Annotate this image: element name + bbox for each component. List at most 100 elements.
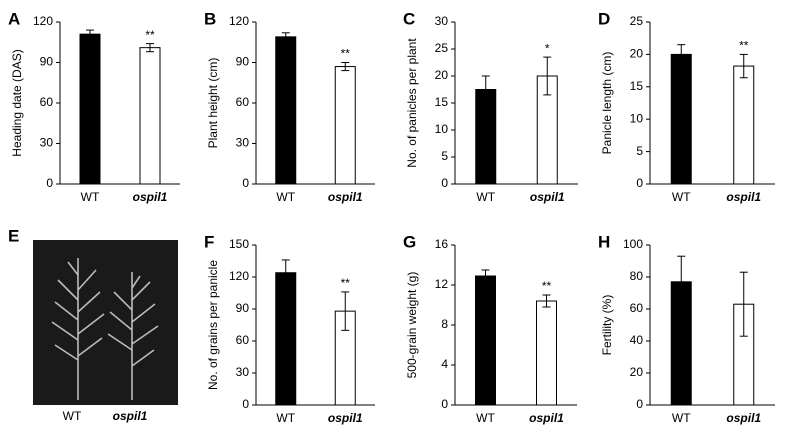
bar: [733, 65, 755, 185]
y-tick-label: 25: [630, 14, 644, 28]
y-tick-label: 60: [236, 333, 250, 347]
error-bar: [543, 56, 552, 96]
x-tick-label: WT: [672, 411, 691, 425]
y-tick-label: 0: [242, 176, 249, 190]
panel-label: B: [204, 9, 216, 28]
x-tick-label: ospil1: [133, 190, 168, 204]
error-bar: [86, 29, 94, 39]
photo-caption: WT: [63, 409, 82, 423]
bar: [79, 33, 101, 185]
y-tick-label: 90: [40, 55, 54, 69]
x-tick-label: WT: [476, 190, 495, 204]
error-bar: [481, 269, 490, 283]
x-tick-label: ospil1: [328, 190, 363, 204]
x-tick-label: ospil1: [726, 411, 761, 425]
y-tick-label: 15: [435, 95, 449, 109]
photo-background: [33, 240, 178, 405]
error-bar: [542, 294, 551, 308]
significance-label: **: [341, 276, 351, 290]
y-tick-label: 150: [229, 237, 249, 251]
y-tick-label: 0: [46, 176, 53, 190]
photo-caption: ospil1: [113, 409, 148, 423]
y-tick-label: 25: [435, 41, 449, 55]
error-bar: [481, 75, 490, 104]
x-tick-label: ospil1: [530, 190, 565, 204]
y-tick-label: 120: [229, 14, 249, 28]
y-tick-label: 120: [229, 269, 249, 283]
error-bar: [677, 255, 686, 308]
y-tick-label: 0: [636, 176, 643, 190]
significance-label: **: [542, 279, 552, 293]
chart: F No. of grains per panicle 0 30 60 90 120 150 W…: [204, 232, 375, 425]
photo: E WT ospil1: [8, 226, 178, 423]
y-tick-label: 5: [441, 149, 448, 163]
error-bar: [281, 259, 290, 287]
x-tick-label: WT: [476, 411, 495, 425]
y-tick-label: 60: [236, 95, 250, 109]
y-tick-label: 8: [441, 317, 448, 331]
panel-label: F: [204, 232, 214, 251]
y-axis-label: Heading date (DAS): [10, 49, 24, 156]
y-tick-label: 30: [435, 14, 449, 28]
y-axis-label: Panicle length (cm): [600, 52, 614, 155]
error-bar: [739, 271, 748, 337]
error-bar: [146, 43, 154, 53]
panel-label: E: [8, 226, 19, 245]
y-tick-label: 90: [236, 55, 250, 69]
y-axis-label: Plant height (cm): [206, 58, 220, 149]
y-tick-label: 0: [441, 397, 448, 411]
error-bar: [677, 44, 686, 65]
bar: [475, 275, 496, 406]
y-axis-label: Fertility (%): [600, 295, 614, 356]
x-tick-label: WT: [276, 411, 295, 425]
y-tick-label: 30: [40, 136, 54, 150]
x-tick-label: WT: [81, 190, 100, 204]
bar: [670, 53, 692, 185]
y-tick-label: 0: [242, 397, 249, 411]
y-tick-label: 40: [630, 333, 644, 347]
y-tick-label: 20: [435, 68, 449, 82]
y-tick-label: 20: [630, 47, 644, 61]
x-tick-label: WT: [672, 190, 691, 204]
bar: [334, 66, 356, 185]
significance-label: *: [545, 41, 550, 55]
x-tick-label: ospil1: [529, 411, 564, 425]
x-tick-label: ospil1: [328, 411, 363, 425]
y-tick-label: 20: [630, 365, 644, 379]
panel-label: G: [403, 232, 416, 251]
error-bar: [341, 291, 350, 331]
y-tick-label: 0: [636, 397, 643, 411]
y-tick-label: 90: [236, 301, 250, 315]
chart: D Panicle length (cm) 0 5 10 15 20 25 WT ** ospil1: [598, 9, 775, 204]
x-tick-label: WT: [276, 190, 295, 204]
y-tick-label: 10: [630, 111, 644, 125]
significance-label: **: [145, 28, 155, 42]
bar: [536, 300, 557, 406]
y-axis-label: No. of panicles per plant: [405, 38, 419, 168]
y-tick-label: 120: [33, 14, 53, 28]
error-bar: [281, 32, 290, 42]
y-tick-label: 5: [636, 144, 643, 158]
panel-label: C: [403, 9, 415, 28]
y-tick-label: 60: [40, 95, 54, 109]
y-axis-label: 500-grain weight (g): [405, 272, 419, 379]
y-tick-label: 10: [435, 122, 449, 136]
y-tick-label: 12: [435, 277, 449, 291]
panicle-drawing: [51, 258, 159, 400]
bar: [275, 36, 297, 185]
x-tick-label: ospil1: [726, 190, 761, 204]
error-bar: [341, 62, 350, 72]
y-tick-label: 30: [236, 365, 250, 379]
bar: [475, 89, 497, 185]
y-tick-label: 100: [623, 237, 643, 251]
bar: [275, 272, 297, 406]
y-tick-label: 16: [435, 237, 449, 251]
significance-label: **: [739, 39, 749, 53]
significance-label: **: [341, 47, 351, 61]
panel-label: A: [8, 9, 20, 28]
y-tick-label: 4: [441, 357, 448, 371]
chart: B Plant height (cm) 0 30 60 90 120 WT ** ospil1: [204, 9, 375, 204]
y-tick-label: 0: [441, 176, 448, 190]
y-tick-label: 60: [630, 301, 644, 315]
